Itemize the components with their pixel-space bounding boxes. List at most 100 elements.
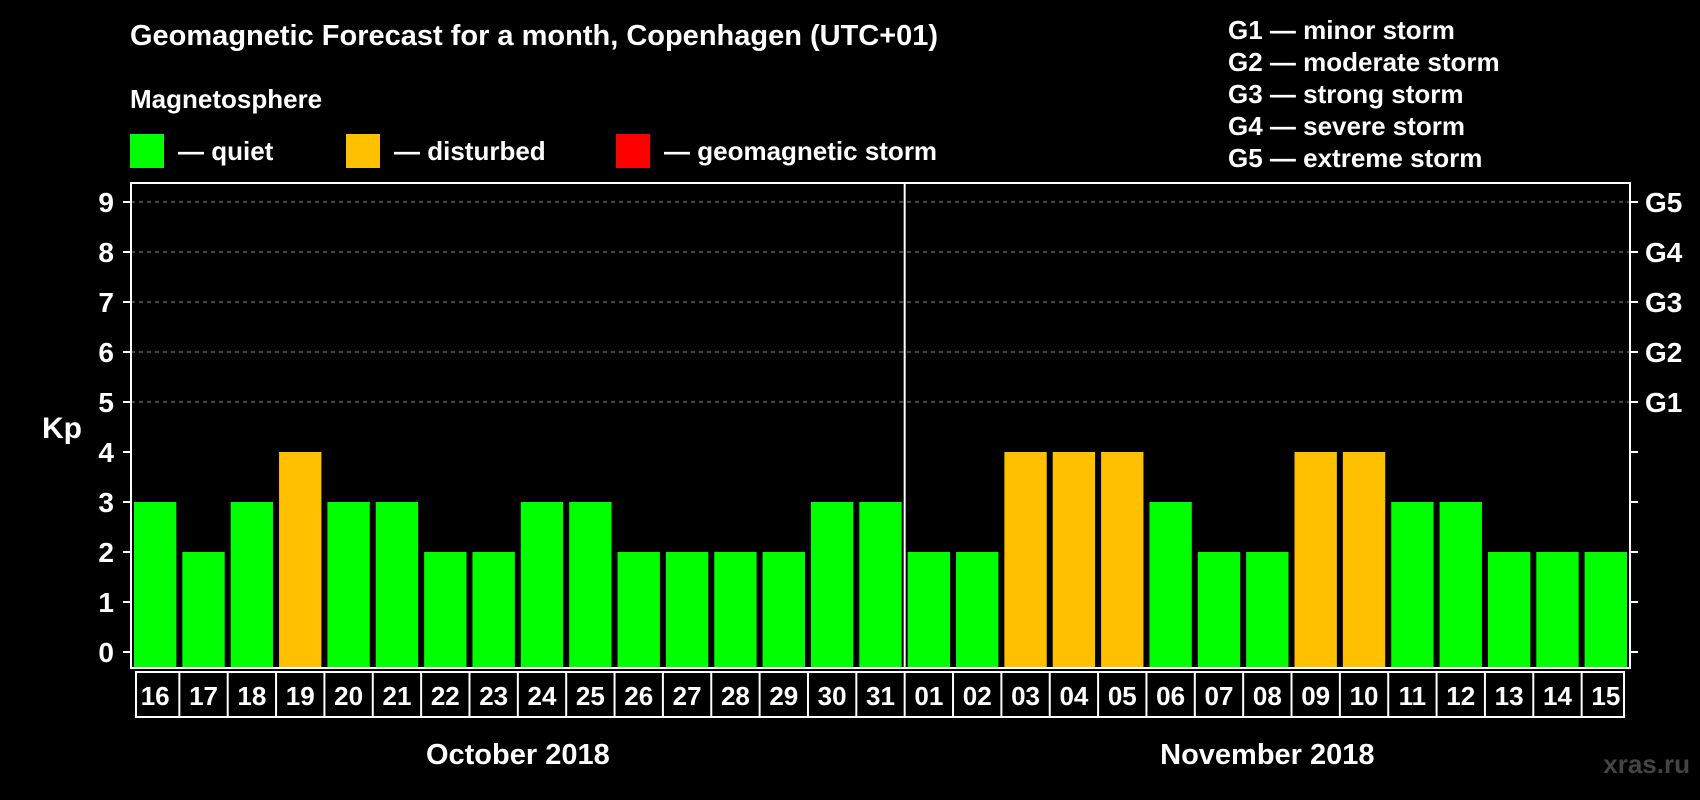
x-tick-label-5: 21 xyxy=(382,681,411,711)
bar-04 xyxy=(1052,452,1096,668)
bar-13 xyxy=(1487,552,1531,668)
bar-06 xyxy=(1149,502,1192,668)
y-tick-label-7: 7 xyxy=(98,287,114,318)
x-tick-label-6: 22 xyxy=(431,681,460,711)
x-tick-label-11: 27 xyxy=(673,681,702,711)
watermark: xras.ru xyxy=(1603,749,1690,779)
storm-level-label-g2: G2 xyxy=(1645,337,1682,368)
bar-19 xyxy=(279,452,322,668)
x-tick-label-23: 08 xyxy=(1253,681,1282,711)
bar-26 xyxy=(617,552,660,668)
y-tick-label-6: 6 xyxy=(98,337,114,368)
bar-05 xyxy=(1101,452,1144,668)
legend-label-quiet: — quiet xyxy=(178,135,274,166)
x-tick-label-30: 15 xyxy=(1591,681,1620,711)
x-tick-label-20: 05 xyxy=(1108,681,1137,711)
x-tick-label-22: 07 xyxy=(1205,681,1234,711)
x-tick-label-16: 01 xyxy=(914,681,943,711)
legend-item-storm: — geomagnetic storm xyxy=(616,134,937,168)
x-tick-label-1: 17 xyxy=(189,681,218,711)
storm-scale-g5: G5 — extreme storm xyxy=(1228,143,1483,173)
y-tick-label-0: 0 xyxy=(98,637,114,668)
x-tick-label-2: 18 xyxy=(237,681,266,711)
bar-09 xyxy=(1294,452,1337,668)
storm-scale-g2: G2 — moderate storm xyxy=(1228,47,1500,77)
x-tick-label-21: 06 xyxy=(1156,681,1185,711)
x-tick-label-25: 10 xyxy=(1350,681,1379,711)
bar-20 xyxy=(327,502,370,668)
legend-swatch-disturbed xyxy=(346,134,380,168)
x-tick-label-13: 29 xyxy=(769,681,798,711)
storm-level-label-g1: G1 xyxy=(1645,387,1682,418)
x-tick-label-3: 19 xyxy=(286,681,315,711)
storm-scale-g3: G3 — strong storm xyxy=(1228,79,1464,109)
x-tick-label-10: 26 xyxy=(624,681,653,711)
bar-18 xyxy=(230,502,274,668)
bar-25 xyxy=(569,502,612,668)
bar-24 xyxy=(520,502,564,668)
legend-item-disturbed: — disturbed xyxy=(346,134,546,168)
day-label-row xyxy=(135,671,1625,718)
month-label-october: October 2018 xyxy=(426,739,610,771)
legend-item-quiet: — quiet xyxy=(130,134,273,168)
bar-21 xyxy=(375,502,419,668)
bar-15 xyxy=(1584,552,1627,668)
bar-01 xyxy=(907,552,951,668)
storm-level-label-g3: G3 xyxy=(1645,287,1682,318)
bar-10 xyxy=(1342,452,1386,668)
storm-scale-g4: G4 — severe storm xyxy=(1228,111,1466,141)
legend-swatch-quiet xyxy=(130,134,164,168)
y-tick-label-1: 1 xyxy=(98,587,114,618)
y-tick-label-4: 4 xyxy=(98,437,114,468)
bar-29 xyxy=(762,552,805,668)
bar-28 xyxy=(714,552,757,668)
y-tick-label-2: 2 xyxy=(98,537,114,568)
y-tick-label-9: 9 xyxy=(98,187,114,218)
bar-17 xyxy=(182,552,225,668)
bar-22 xyxy=(424,552,467,668)
x-tick-label-19: 04 xyxy=(1059,681,1088,711)
month-label-november: November 2018 xyxy=(1160,739,1374,771)
x-tick-label-26: 11 xyxy=(1399,681,1427,711)
bar-03 xyxy=(1004,452,1047,668)
x-tick-label-15: 31 xyxy=(866,681,895,711)
bar-23 xyxy=(472,552,515,668)
x-tick-label-24: 09 xyxy=(1301,681,1330,711)
bar-02 xyxy=(956,552,999,668)
x-tick-label-29: 14 xyxy=(1543,681,1572,711)
x-tick-label-9: 25 xyxy=(576,681,605,711)
bar-30 xyxy=(810,502,854,668)
legend-heading: Magnetosphere xyxy=(130,84,323,114)
legend-label-disturbed: — disturbed xyxy=(394,135,546,166)
bar-27 xyxy=(665,552,709,668)
x-tick-label-28: 13 xyxy=(1495,681,1524,711)
bar-16 xyxy=(134,502,177,668)
chart-title: Geomagnetic Forecast for a month, Copenh… xyxy=(130,20,939,52)
storm-level-label-g5: G5 xyxy=(1645,187,1682,218)
y-axis-label: Kp xyxy=(42,412,82,445)
bar-31 xyxy=(859,502,902,668)
bar-08 xyxy=(1246,552,1289,668)
x-tick-label-4: 20 xyxy=(334,681,363,711)
bar-07 xyxy=(1197,552,1241,668)
legend-label-storm: — geomagnetic storm xyxy=(664,135,938,166)
legend-swatch-storm xyxy=(616,134,650,168)
bar-14 xyxy=(1536,552,1579,668)
x-tick-label-0: 16 xyxy=(141,681,170,711)
y-tick-label-3: 3 xyxy=(98,487,114,518)
y-tick-label-5: 5 xyxy=(98,387,114,418)
x-tick-label-18: 03 xyxy=(1011,681,1040,711)
bar-12 xyxy=(1439,502,1482,668)
x-tick-label-7: 23 xyxy=(479,681,508,711)
storm-scale-legend: G1 — minor storm G2 — moderate storm G3 … xyxy=(1228,14,1500,174)
storm-level-label-g4: G4 xyxy=(1645,237,1683,268)
x-tick-label-14: 30 xyxy=(818,681,847,711)
x-tick-label-17: 02 xyxy=(963,681,992,711)
x-tick-label-8: 24 xyxy=(528,681,557,711)
y-tick-label-8: 8 xyxy=(98,237,114,268)
storm-scale-g1: G1 — minor storm xyxy=(1228,15,1455,45)
x-tick-label-12: 28 xyxy=(721,681,750,711)
plot-frame xyxy=(130,182,1631,669)
x-tick-label-27: 12 xyxy=(1446,681,1475,711)
